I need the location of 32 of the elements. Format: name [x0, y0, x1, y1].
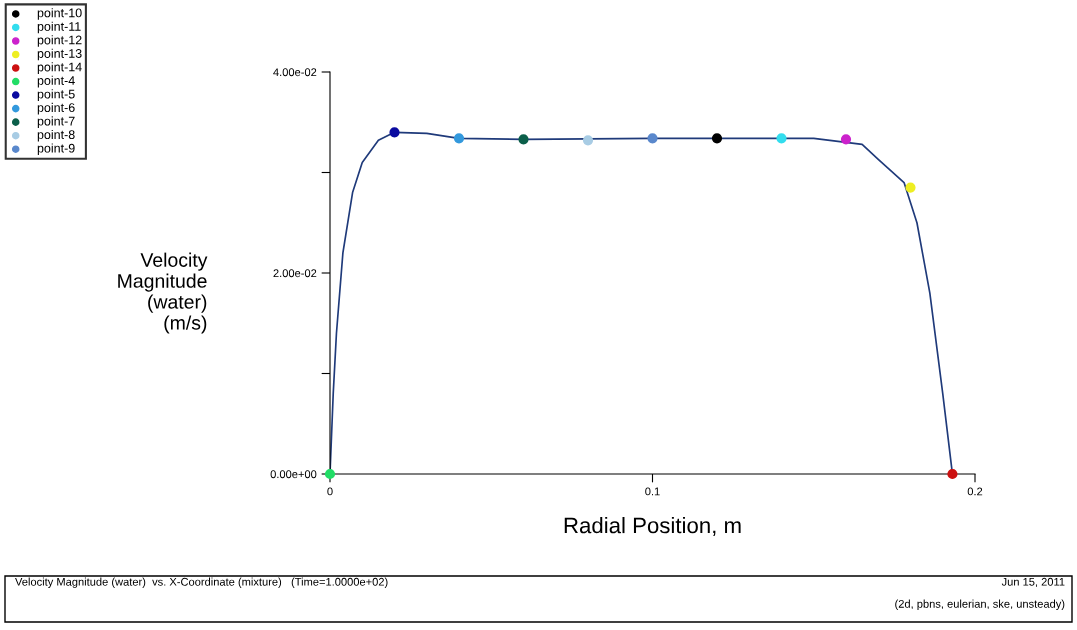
legend-label: point-4 [37, 75, 75, 88]
point [647, 133, 658, 144]
point [776, 133, 787, 144]
legend-label: point-10 [37, 8, 82, 20]
y-axis-title: Velocity Magnitude (water) (m/s) [118, 252, 208, 334]
legend-label: point-14 [37, 62, 82, 74]
legend-label: point-8 [37, 129, 75, 142]
text: Jun 15, 2011 [1001, 577, 1065, 588]
legend-label: point-9 [37, 143, 75, 156]
point [389, 127, 400, 138]
legend-label: point-6 [37, 102, 75, 115]
point [840, 134, 852, 145]
legend-label: point-13 [37, 48, 82, 61]
point [518, 134, 529, 145]
y-tick-label: 2.00e-02 [273, 269, 317, 278]
point [453, 133, 465, 144]
text: Velocity Magnitude (water) vs. X-Coordinate (mixture) (Time=1.0000e+02) [15, 577, 388, 588]
point [711, 133, 723, 144]
x-axis-title: Radial Position, m [564, 517, 741, 536]
point [947, 468, 958, 480]
point [905, 182, 916, 193]
legend-label: point-7 [37, 116, 75, 129]
x-tick-label: 0.2 [967, 487, 983, 496]
text: (2d, pbns, eulerian, ske, unsteady) [895, 599, 1065, 610]
y-tick-label: 0.00e+00 [270, 470, 317, 479]
x-tick-label: 0 [327, 487, 333, 496]
x-tick-label: 0.1 [645, 487, 660, 496]
point [582, 135, 594, 146]
y-tick-label: 4.00e-02 [273, 68, 317, 77]
legend-label: point-11 [37, 21, 81, 34]
legend-label: point-5 [37, 89, 75, 101]
legend-label: point-12 [37, 35, 82, 47]
